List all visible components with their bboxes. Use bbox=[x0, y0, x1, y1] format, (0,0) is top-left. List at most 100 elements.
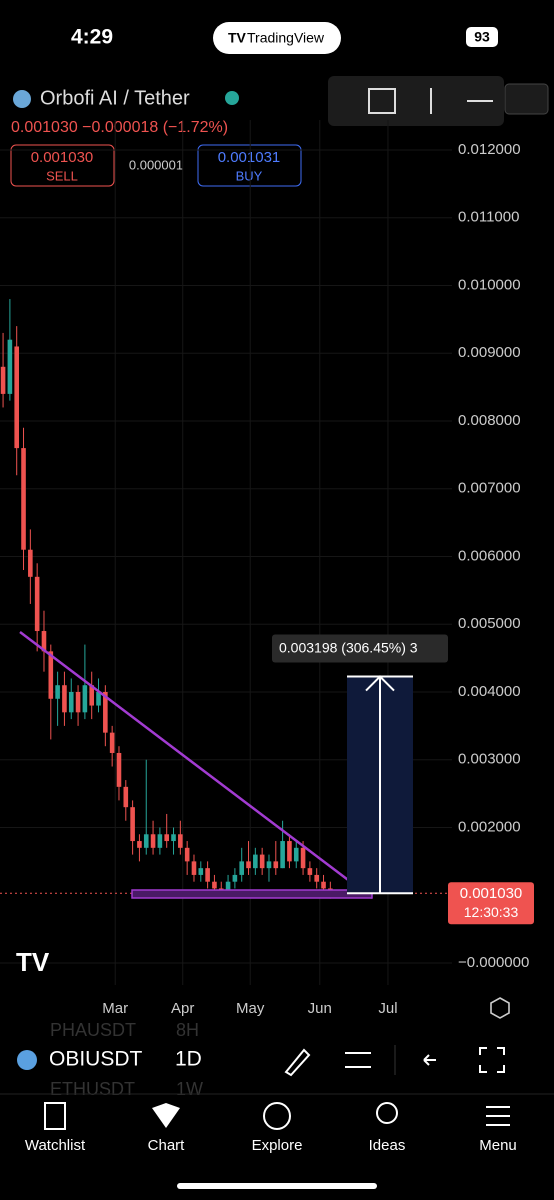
fullscreen-icon[interactable] bbox=[479, 1047, 505, 1073]
interval[interactable]: 1D bbox=[175, 1048, 202, 1071]
candle-body bbox=[48, 651, 54, 699]
candle-body bbox=[75, 692, 81, 713]
tab-label[interactable]: Ideas bbox=[369, 1137, 406, 1154]
candle-body bbox=[232, 874, 238, 882]
market-status bbox=[225, 91, 239, 105]
indicators-icon[interactable] bbox=[345, 1052, 371, 1068]
spread: 0.000001 bbox=[129, 157, 183, 172]
measure-label-bg bbox=[272, 634, 448, 663]
tv-logo: TV bbox=[16, 947, 50, 977]
sell-button[interactable] bbox=[10, 144, 115, 187]
y-tick-label: 0.011000 bbox=[458, 209, 519, 226]
candle-body bbox=[287, 841, 292, 862]
candle-body bbox=[293, 847, 299, 862]
app-logo: TV bbox=[228, 30, 247, 46]
tab-label[interactable]: Watchlist bbox=[25, 1137, 86, 1154]
home-indicator bbox=[177, 1183, 377, 1189]
candle-body bbox=[123, 786, 129, 808]
x-tick-label: Jun bbox=[308, 1000, 332, 1017]
candle-body bbox=[280, 841, 285, 869]
tab-label[interactable]: Menu bbox=[479, 1137, 517, 1154]
candle-body bbox=[21, 448, 26, 550]
app-pill bbox=[213, 22, 341, 54]
sell-price: 0.001030 bbox=[31, 149, 94, 166]
candle-body bbox=[68, 692, 74, 713]
dropdown[interactable] bbox=[504, 83, 549, 115]
arrow-head bbox=[365, 675, 395, 692]
candle-body bbox=[143, 834, 149, 848]
tab-label[interactable]: Explore bbox=[252, 1137, 303, 1154]
candle-body bbox=[7, 339, 13, 394]
candle-body bbox=[137, 841, 142, 848]
y-tick-label: 0.010000 bbox=[458, 276, 521, 293]
candle-body bbox=[164, 834, 170, 842]
candle-body bbox=[109, 732, 115, 753]
tab-bar: Watchlist Chart Explore Ideas Menu bbox=[25, 1137, 517, 1154]
tab-label[interactable]: Chart bbox=[148, 1137, 186, 1154]
candle-body bbox=[82, 685, 88, 713]
tab-icon bbox=[486, 1106, 510, 1126]
y-tick-label: 0.009000 bbox=[458, 344, 521, 361]
measure-label: 0.003198 (306.45%) 3 bbox=[279, 639, 418, 655]
tab-icon bbox=[263, 1102, 291, 1130]
candle-body bbox=[55, 685, 60, 699]
candle-body bbox=[239, 861, 245, 875]
candle-body bbox=[212, 881, 217, 889]
candle-body bbox=[178, 834, 183, 848]
buy-label: BUY bbox=[236, 168, 263, 183]
candle-body bbox=[14, 346, 20, 449]
buy-price: 0.001031 bbox=[218, 149, 281, 166]
y-tick-label: 0.004000 bbox=[458, 683, 521, 700]
y-tick-label: 0.007000 bbox=[458, 480, 521, 497]
undo-icon[interactable] bbox=[423, 1054, 436, 1066]
ghost-symbol: ETHUSDT bbox=[50, 1079, 135, 1099]
buy-button[interactable] bbox=[197, 144, 302, 187]
candle-body bbox=[253, 854, 258, 869]
candle-body bbox=[41, 631, 47, 652]
candle-body bbox=[150, 834, 156, 848]
candle-body bbox=[300, 847, 306, 869]
quote: 0.001030 −0.000018 (−1.72%) bbox=[11, 119, 228, 136]
candle-body bbox=[266, 861, 272, 869]
x-tick-label: Jul bbox=[378, 1000, 397, 1017]
candle-body bbox=[0, 366, 6, 394]
candle-body bbox=[307, 868, 313, 875]
coin-icon bbox=[13, 90, 31, 108]
battery-level: 93 bbox=[474, 29, 490, 45]
ghost-interval: 8H bbox=[176, 1020, 199, 1040]
symbol-icon bbox=[17, 1050, 37, 1070]
candle-body bbox=[28, 549, 33, 577]
battery bbox=[466, 27, 498, 47]
candle-body bbox=[198, 868, 204, 875]
candle-body bbox=[116, 752, 122, 787]
ghost-interval: 1W bbox=[176, 1079, 203, 1099]
y-tick-label: 0.005000 bbox=[458, 615, 521, 632]
settings-icon[interactable] bbox=[490, 997, 510, 1019]
candle-body bbox=[130, 807, 135, 842]
support-zone[interactable] bbox=[131, 889, 373, 899]
draw-icon[interactable] bbox=[284, 1048, 311, 1077]
measure-tool[interactable]: 0.003198 (306.45%) 3 bbox=[272, 634, 448, 895]
symbol-name[interactable]: Orbofi AI / Tether bbox=[40, 87, 190, 109]
candle-body bbox=[184, 847, 190, 862]
candle-body bbox=[314, 874, 320, 882]
tab-icon bbox=[376, 1102, 398, 1124]
ghost-symbol: PHAUSDT bbox=[50, 1020, 136, 1040]
x-tick-label: Mar bbox=[102, 1000, 128, 1017]
app-name: TradingView bbox=[247, 30, 325, 46]
trendline[interactable] bbox=[19, 631, 373, 899]
candle-body bbox=[205, 868, 210, 882]
candle-body bbox=[321, 881, 326, 889]
candle-body bbox=[259, 854, 265, 869]
candle-body bbox=[96, 692, 101, 706]
symbol[interactable]: OBIUSDT bbox=[49, 1048, 143, 1071]
candle-body bbox=[191, 861, 197, 875]
plot bbox=[0, 120, 452, 985]
rect-tool[interactable] bbox=[368, 88, 396, 114]
sell-label: SELL bbox=[46, 168, 78, 183]
candle-body bbox=[246, 861, 251, 869]
candle-body bbox=[103, 692, 108, 733]
candle-body bbox=[171, 834, 176, 842]
